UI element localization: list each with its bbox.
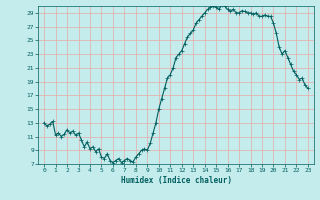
X-axis label: Humidex (Indice chaleur): Humidex (Indice chaleur): [121, 176, 231, 185]
